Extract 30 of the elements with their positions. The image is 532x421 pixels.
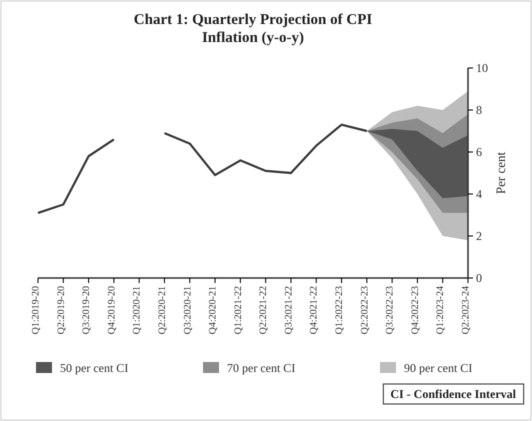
y-tick-label: 8 [476, 102, 482, 117]
x-tick-label: Q4:2019-20 [106, 286, 118, 334]
x-tick-label: Q3:2020-21 [182, 286, 194, 334]
y-tick-label: 10 [476, 60, 488, 75]
x-tick-label: Q3:2021-22 [283, 286, 294, 334]
y-tick-label: 4 [476, 186, 482, 201]
x-tick-label: Q3:2019-20 [81, 286, 92, 334]
x-tick-label: Q2:2023-24 [460, 286, 472, 334]
y-axis-title: Per cent [493, 152, 508, 194]
x-tick-label: Q2:2020-21 [156, 286, 168, 334]
x-tick-label: Q1:2020-21 [132, 286, 143, 334]
y-tick-label: 6 [476, 144, 482, 159]
x-tick-label: Q4:2021-22 [308, 286, 320, 334]
text: CI - Confidence Interval [390, 387, 517, 401]
x-tick-label: Q2:2019-20 [56, 286, 67, 334]
x-tick-label: Q3:2022-23 [384, 286, 396, 334]
y-tick-label: 2 [476, 228, 482, 243]
legend-label: 90 per cent CI [404, 361, 472, 375]
x-tick-label: Q4:2020-21 [208, 286, 219, 334]
x-tick-label: Q1:2022-23 [334, 286, 346, 334]
legend-label: 70 per cent CI [227, 361, 296, 375]
legend-label: 50 per cent CI [60, 361, 128, 375]
chart-title: Chart 1: Quarterly Projection of CPI Inflation (y-o-y) [134, 12, 372, 46]
x-tick-label: Q4:2022-23 [410, 286, 421, 334]
x-tick-label: Q2:2022-23 [359, 286, 370, 334]
x-tick-label: Q1:2019-20 [30, 286, 42, 334]
x-tick-label: Q2:2021-22 [258, 286, 270, 334]
x-tick-label: Q1:2021-22 [232, 286, 244, 334]
y-tick-label: 0 [476, 270, 482, 285]
x-tick-label: Q1:2023-24 [435, 286, 446, 334]
